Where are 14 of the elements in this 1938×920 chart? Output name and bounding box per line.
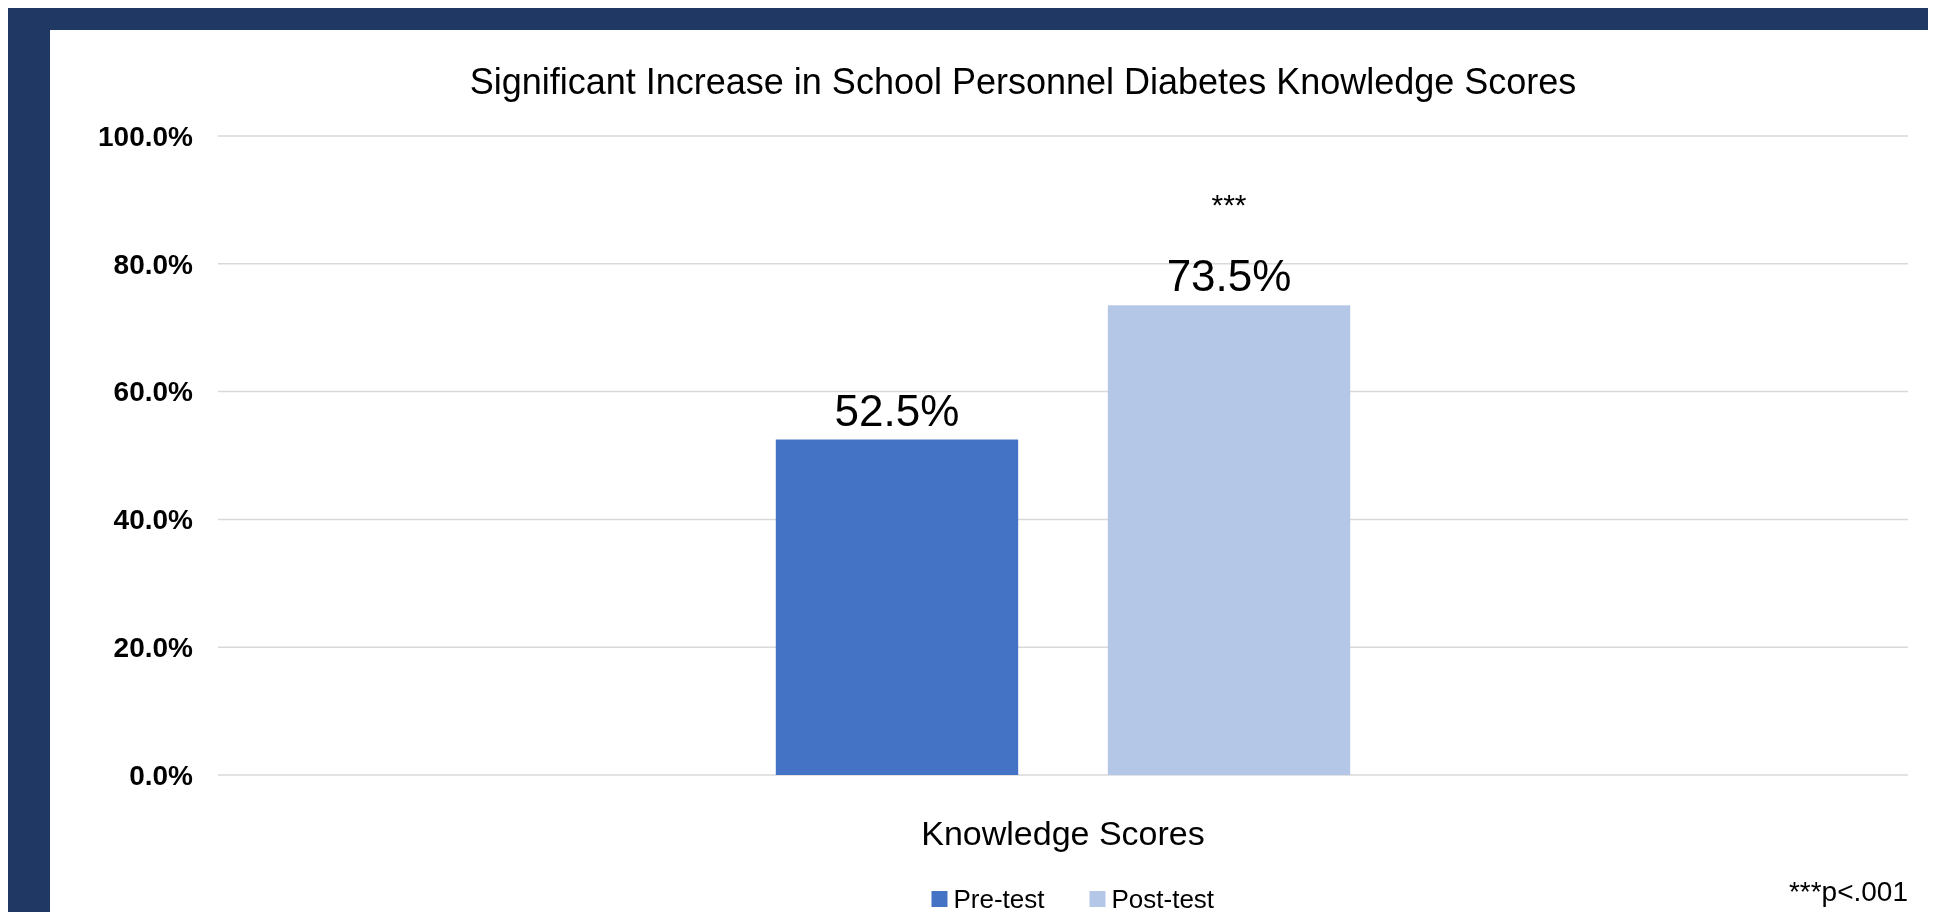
y-tick-label: 40.0%: [113, 504, 194, 536]
chart-title: Significant Increase in School Personnel Diabetes Knowledge Scores: [469, 61, 1577, 102]
data-label: 73.5%: [1166, 251, 1292, 301]
legend-label: Pre-test: [953, 884, 1046, 915]
x-tick-label: Knowledge Scores: [921, 814, 1205, 852]
annotation: ***: [1211, 188, 1247, 222]
y-tick-label: 20.0%: [113, 632, 194, 663]
y-tick-label: 80.0%: [113, 248, 194, 280]
data-label: 52.5%: [834, 385, 960, 435]
y-tick-label: 60.0%: [113, 376, 194, 408]
y-tick-label: 100.0%: [98, 120, 194, 152]
text: ***p<.001: [1788, 876, 1908, 907]
y-tick-label: 0.0%: [129, 759, 194, 791]
legend-label: Post-test: [1111, 884, 1215, 915]
